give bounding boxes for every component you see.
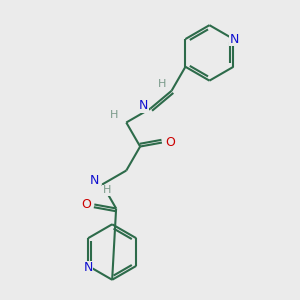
Text: O: O bbox=[82, 198, 91, 211]
Text: N: N bbox=[230, 32, 239, 46]
Text: N: N bbox=[139, 99, 148, 112]
Text: H: H bbox=[110, 110, 118, 120]
Text: H: H bbox=[158, 79, 166, 89]
Text: N: N bbox=[83, 261, 93, 274]
Text: O: O bbox=[165, 136, 175, 149]
Text: N: N bbox=[90, 174, 99, 187]
Text: H: H bbox=[103, 185, 111, 195]
